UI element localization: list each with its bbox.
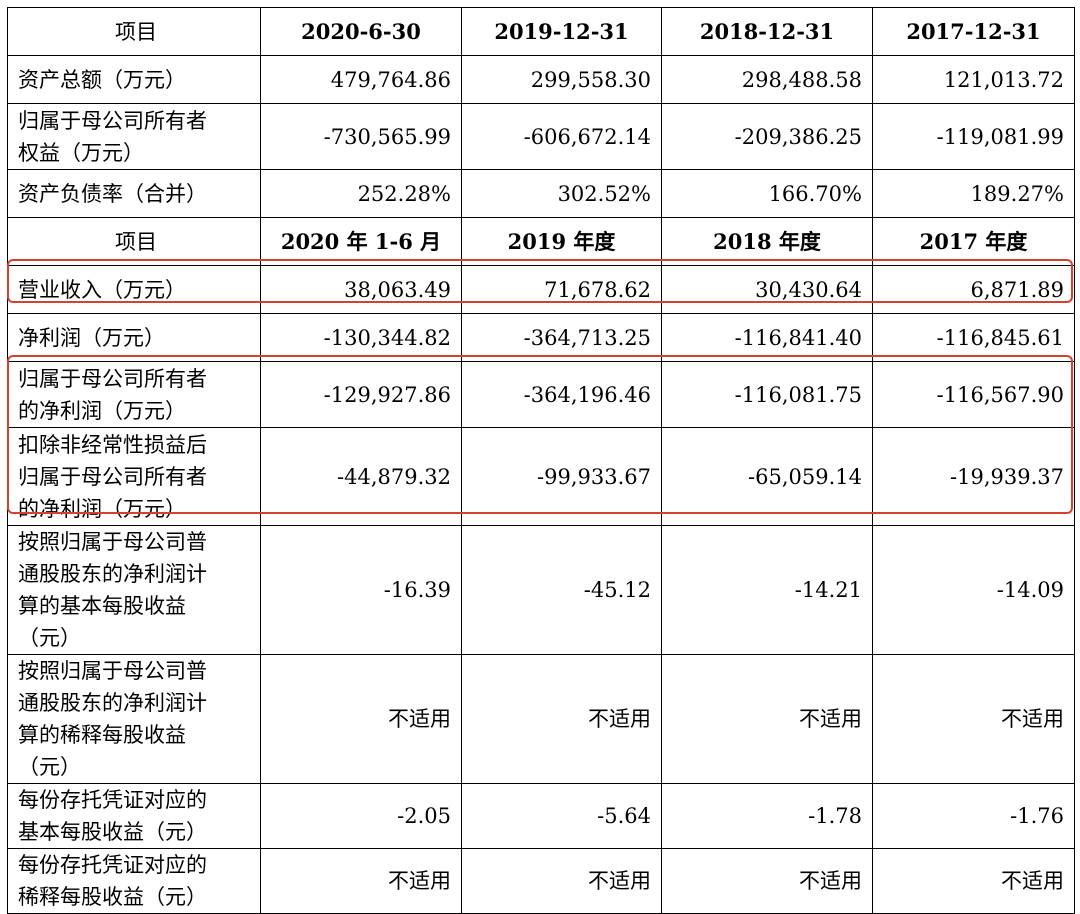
value-cell: 不适用 xyxy=(872,848,1075,914)
value-cell: -119,081.99 xyxy=(872,103,1075,170)
header-cell: 2018-12-31 xyxy=(661,7,873,56)
table-row: 净利润（万元） -130,344.82 -364,713.25 -116,841… xyxy=(7,313,1075,362)
value-cell: -19,939.37 xyxy=(872,427,1075,526)
income-header-row: 项目 2020 年 1-6 月 2019 年度 2018 年度 2017 年度 xyxy=(7,217,1075,266)
value-cell: -44,879.32 xyxy=(260,427,462,526)
value-cell: -14.09 xyxy=(872,525,1075,655)
value-cell: 302.52% xyxy=(461,169,662,218)
balance-header-row: 项目 2020-6-30 2019-12-31 2018-12-31 2017-… xyxy=(7,7,1075,56)
value-cell: 不适用 xyxy=(260,848,462,914)
value-cell: 不适用 xyxy=(661,848,873,914)
header-cell: 2018 年度 xyxy=(661,217,873,266)
header-cell: 项目 xyxy=(7,7,261,56)
row-label: 归属于母公司所有者 的净利润（万元） xyxy=(7,361,261,428)
value-cell: -129,927.86 xyxy=(260,361,462,428)
value-cell: 479,764.86 xyxy=(260,55,462,104)
header-cell: 2017 年度 xyxy=(872,217,1075,266)
value-cell: -364,196.46 xyxy=(461,361,662,428)
header-cell: 2019 年度 xyxy=(461,217,662,266)
header-cell: 2020 年 1-6 月 xyxy=(260,217,462,266)
table-row: 归属于母公司所有者 的净利润（万元） -129,927.86 -364,196.… xyxy=(7,361,1075,428)
value-cell: 不适用 xyxy=(461,848,662,914)
value-cell: 不适用 xyxy=(260,654,462,784)
row-label: 按照归属于母公司普 通股股东的净利润计 算的稀释每股收益 （元） xyxy=(7,654,261,784)
value-cell: -116,081.75 xyxy=(661,361,873,428)
table-row: 归属于母公司所有者 权益（万元） -730,565.99 -606,672.14… xyxy=(7,103,1075,170)
header-cell: 2019-12-31 xyxy=(461,7,662,56)
value-cell: -116,841.40 xyxy=(661,313,873,362)
value-cell: 30,430.64 xyxy=(661,265,873,314)
financial-data-table: 项目 2020-6-30 2019-12-31 2018-12-31 2017-… xyxy=(7,7,1075,914)
value-cell: -209,386.25 xyxy=(661,103,873,170)
row-label: 每份存托凭证对应的 基本每股收益（元） xyxy=(7,783,261,849)
value-cell: 299,558.30 xyxy=(461,55,662,104)
value-cell: -14.21 xyxy=(661,525,873,655)
row-label: 归属于母公司所有者 权益（万元） xyxy=(7,103,261,170)
row-label: 资产总额（万元） xyxy=(7,55,261,104)
value-cell: -65,059.14 xyxy=(661,427,873,526)
table-row: 每份存托凭证对应的 基本每股收益（元） -2.05 -5.64 -1.78 -1… xyxy=(7,783,1075,849)
table-row: 扣除非经常性损益后 归属于母公司所有者 的净利润（万元） -44,879.32 … xyxy=(7,427,1075,526)
value-cell: 189.27% xyxy=(872,169,1075,218)
value-cell: -116,567.90 xyxy=(872,361,1075,428)
table-row: 每份存托凭证对应的 稀释每股收益（元） 不适用 不适用 不适用 不适用 xyxy=(7,848,1075,914)
table-row: 按照归属于母公司普 通股股东的净利润计 算的稀释每股收益 （元） 不适用 不适用… xyxy=(7,654,1075,784)
value-cell: -606,672.14 xyxy=(461,103,662,170)
value-cell: 166.70% xyxy=(661,169,873,218)
header-cell: 2017-12-31 xyxy=(872,7,1075,56)
value-cell: 71,678.62 xyxy=(461,265,662,314)
table-row: 资产负债率（合并） 252.28% 302.52% 166.70% 189.27… xyxy=(7,169,1075,218)
value-cell: -1.78 xyxy=(661,783,873,849)
value-cell: -16.39 xyxy=(260,525,462,655)
table-row: 营业收入（万元） 38,063.49 71,678.62 30,430.64 6… xyxy=(7,265,1075,314)
value-cell: -130,344.82 xyxy=(260,313,462,362)
value-cell: 6,871.89 xyxy=(872,265,1075,314)
value-cell: -2.05 xyxy=(260,783,462,849)
value-cell: -730,565.99 xyxy=(260,103,462,170)
table-row: 按照归属于母公司普 通股股东的净利润计 算的基本每股收益 （元） -16.39 … xyxy=(7,525,1075,655)
row-label: 资产负债率（合并） xyxy=(7,169,261,218)
value-cell: 不适用 xyxy=(661,654,873,784)
value-cell: 38,063.49 xyxy=(260,265,462,314)
value-cell: 252.28% xyxy=(260,169,462,218)
value-cell: 121,013.72 xyxy=(872,55,1075,104)
value-cell: -116,845.61 xyxy=(872,313,1075,362)
row-label: 每份存托凭证对应的 稀释每股收益（元） xyxy=(7,848,261,914)
value-cell: 298,488.58 xyxy=(661,55,873,104)
value-cell: -364,713.25 xyxy=(461,313,662,362)
header-cell: 2020-6-30 xyxy=(260,7,462,56)
header-cell: 项目 xyxy=(7,217,261,266)
value-cell: 不适用 xyxy=(461,654,662,784)
value-cell: 不适用 xyxy=(872,654,1075,784)
table-row: 资产总额（万元） 479,764.86 299,558.30 298,488.5… xyxy=(7,55,1075,104)
value-cell: -99,933.67 xyxy=(461,427,662,526)
value-cell: -5.64 xyxy=(461,783,662,849)
row-label: 净利润（万元） xyxy=(7,313,261,362)
row-label: 营业收入（万元） xyxy=(7,265,261,314)
row-label: 扣除非经常性损益后 归属于母公司所有者 的净利润（万元） xyxy=(7,427,261,526)
value-cell: -1.76 xyxy=(872,783,1075,849)
row-label: 按照归属于母公司普 通股股东的净利润计 算的基本每股收益 （元） xyxy=(7,525,261,655)
value-cell: -45.12 xyxy=(461,525,662,655)
